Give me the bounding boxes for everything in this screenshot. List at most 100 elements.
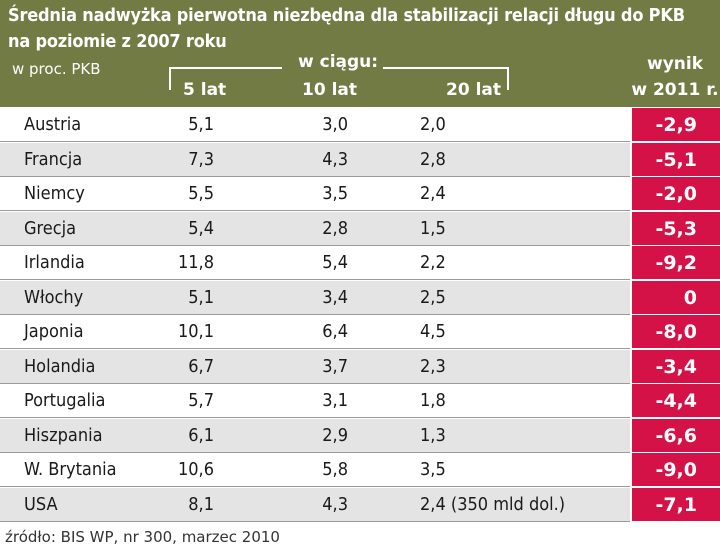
- value-5-lat-cell: 5,7: [188, 390, 214, 411]
- table-subtitle: na poziomie z 2007 roku: [8, 31, 227, 52]
- table-row: Portugalia 5,7 3,1 1,8 -4,4: [0, 384, 720, 418]
- column-header-20-lat: 20 lat: [446, 80, 502, 100]
- value-20-lat-cell: 1,3: [420, 424, 446, 446]
- row-divider: [0, 141, 630, 142]
- result-divider: [632, 313, 720, 315]
- value-10-lat-cell: 4,3: [322, 148, 348, 170]
- value-10-lat-cell: 3,5: [322, 183, 348, 204]
- table-row: Hiszpania 6,1 2,9 1,3 -6,6: [0, 418, 720, 453]
- table-row: Grecja 5,4 2,8 1,5 -5,3: [0, 211, 720, 246]
- result-background: [632, 108, 720, 142]
- table-row: USA 8,1 4,3 2,4 (350 mld dol.) -7,1: [0, 487, 720, 522]
- value-5-lat-cell: 5,1: [188, 286, 214, 308]
- value-10-lat-cell: 5,8: [322, 459, 348, 480]
- value-10-lat-cell: 3,7: [322, 355, 348, 377]
- table-row: Irlandia 11,8 5,4 2,2 -9,2: [0, 246, 720, 280]
- country-cell: Japonia: [24, 321, 84, 342]
- row-stripe: [0, 280, 630, 315]
- value-10-lat-cell: 3,1: [322, 390, 348, 411]
- result-background: [632, 211, 720, 246]
- value-5-lat-cell: 6,1: [188, 424, 214, 446]
- result-divider: [632, 279, 720, 280]
- value-10-lat-cell: 6,4: [322, 321, 348, 342]
- table-row: Austria 5,1 3,0 2,0 -2,9: [0, 108, 720, 142]
- row-divider: [0, 417, 630, 418]
- result-divider: [632, 451, 720, 453]
- row-divider: [0, 313, 630, 315]
- country-cell: Francja: [24, 148, 83, 170]
- result-cell: -2,0: [655, 183, 697, 205]
- result-divider: [632, 486, 720, 487]
- result-background: [632, 349, 720, 384]
- row-divider: [0, 279, 630, 280]
- result-background: [632, 384, 720, 418]
- result-cell: -9,2: [655, 252, 697, 274]
- result-divider: [632, 175, 720, 177]
- result-background: [632, 453, 720, 487]
- country-cell: Niemcy: [24, 183, 85, 204]
- column-header-result-line2: w 2011 r.: [631, 80, 719, 100]
- result-divider: [632, 348, 720, 349]
- row-divider: [0, 451, 630, 453]
- value-20-lat-cell: 2,8: [420, 148, 446, 170]
- value-20-lat-cell: 1,5: [420, 217, 446, 239]
- table-title: Średnia nadwyżka pierwotna niezbędna dla…: [8, 5, 685, 26]
- result-cell: -9,0: [655, 459, 697, 481]
- result-background: [632, 487, 720, 522]
- column-group-bracket: [169, 67, 509, 90]
- column-header-5-lat: 5 lat: [183, 80, 227, 100]
- row-divider: [0, 210, 630, 211]
- country-cell: Portugalia: [24, 390, 106, 411]
- country-cell: W. Brytania: [24, 459, 117, 480]
- table-row: Francja 7,3 4,3 2,8 -5,1: [0, 142, 720, 177]
- column-header-10-lat: 10 lat: [302, 80, 358, 100]
- result-cell: -5,3: [655, 217, 697, 240]
- table-row: Japonia 10,1 6,4 4,5 -8,0: [0, 315, 720, 349]
- row-divider: [0, 348, 630, 349]
- value-10-lat-cell: 2,8: [322, 217, 348, 239]
- row-divider: [0, 382, 630, 384]
- result-cell: -4,4: [655, 390, 697, 412]
- table-row: Holandia 6,7 3,7 2,3 -3,4: [0, 349, 720, 384]
- row-stripe: [0, 211, 630, 246]
- source-note: źródło: BIS WP, nr 300, marzec 2010: [5, 528, 280, 546]
- result-background: [632, 142, 720, 177]
- result-cell: -2,9: [655, 114, 697, 136]
- value-20-lat-cell: 2,5: [420, 286, 446, 308]
- value-10-lat-cell: 2,9: [322, 424, 348, 446]
- row-divider: [0, 520, 630, 522]
- result-cell: -7,1: [655, 493, 697, 516]
- row-stripe: [0, 487, 630, 522]
- value-20-lat-cell: 1,8: [420, 390, 446, 411]
- value-10-lat-cell: 5,4: [322, 252, 348, 273]
- value-5-lat-cell: 7,3: [188, 148, 214, 170]
- value-5-lat-cell: 5,1: [188, 114, 214, 135]
- value-20-lat-cell: 2,4 (350 mld dol.): [420, 493, 566, 515]
- row-divider: [0, 175, 630, 177]
- result-background: [632, 418, 720, 453]
- value-5-lat-cell: 8,1: [188, 493, 214, 515]
- table-row: W. Brytania 10,6 5,8 3,5 -9,0: [0, 453, 720, 487]
- country-cell: Grecja: [24, 217, 77, 239]
- table-row: Włochy 5,1 3,4 2,5 0: [0, 280, 720, 315]
- result-cell: -5,1: [655, 148, 697, 171]
- country-cell: Hiszpania: [24, 424, 103, 446]
- result-divider: [632, 520, 720, 522]
- row-divider: [0, 244, 630, 246]
- result-divider: [632, 244, 720, 246]
- table-body: Austria 5,1 3,0 2,0 -2,9 Francja 7,3 4,3 2,8 -5,1…: [0, 108, 720, 522]
- country-cell: Irlandia: [24, 252, 85, 273]
- table-row: Niemcy 5,5 3,5 2,4 -2,0: [0, 177, 720, 211]
- result-divider: [632, 210, 720, 211]
- value-5-lat-cell: 11,8: [177, 252, 214, 273]
- result-background: [632, 280, 720, 315]
- country-cell: Włochy: [24, 286, 84, 308]
- result-divider: [632, 141, 720, 142]
- value-10-lat-cell: 4,3: [322, 493, 348, 515]
- result-background: [632, 177, 720, 211]
- row-divider: [0, 486, 630, 487]
- value-10-lat-cell: 3,4: [322, 286, 348, 308]
- row-stripe: [0, 142, 630, 177]
- country-cell: USA: [24, 493, 58, 515]
